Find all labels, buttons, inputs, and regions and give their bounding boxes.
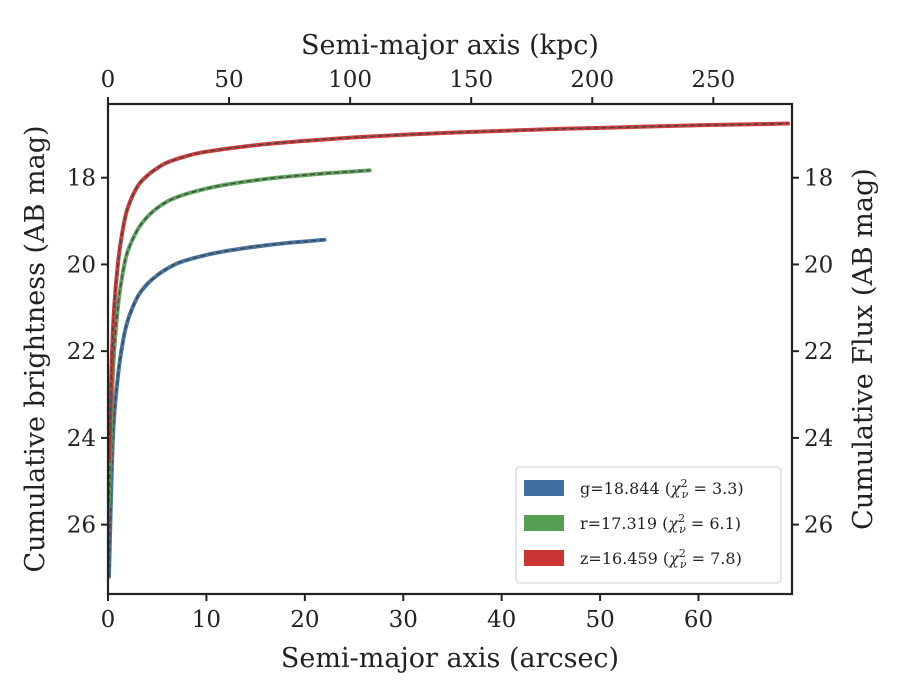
x-tick-label: 60 [684, 607, 713, 633]
curves-layer [106, 121, 791, 579]
model-line-g [108, 239, 325, 577]
x-axis-title: Semi-major axis (arcsec) [281, 643, 619, 674]
x-tick-label: 20 [290, 607, 319, 633]
legend-label: r=17.319 (χ2 ν = 6.1) [580, 512, 741, 536]
y2-tick-label: 20 [804, 252, 833, 278]
plot-frame [106, 102, 794, 596]
x2-tick-label: 150 [449, 67, 493, 93]
legend-box [515, 466, 782, 584]
ticks-layer: 0 10 20 30 40 50 60 0 50 100 150 200 250 18 18 20 20 22 22… [67, 67, 834, 633]
y-tick-label: 18 [67, 166, 96, 192]
y-tick-label: 24 [67, 426, 96, 452]
legend-label: z=16.459 (χ2 ν = 7.8) [580, 547, 742, 571]
x-tick-label: 0 [101, 607, 116, 633]
legend-swatch [524, 550, 564, 566]
y-axis-title: Cumulative brightness (AB mag) [20, 125, 51, 572]
x-tick-label: 40 [487, 607, 516, 633]
y-tick-label: 22 [67, 339, 96, 365]
y2-tick-label: 22 [804, 339, 833, 365]
x2-tick-label: 50 [214, 67, 243, 93]
series-line-r [106, 168, 372, 505]
y2-tick-label: 24 [804, 426, 833, 452]
x2-tick-label: 250 [691, 67, 735, 93]
legend-swatch [524, 480, 564, 496]
model-line-z [108, 122, 789, 460]
x2-tick-label: 200 [570, 67, 614, 93]
x-tick-label: 30 [389, 607, 418, 633]
x-tick-label: 10 [192, 607, 221, 633]
x2-axis-title: Semi-major axis (kpc) [301, 30, 599, 61]
x2-tick-label: 0 [101, 67, 116, 93]
y-tick-label: 20 [67, 252, 96, 278]
legend-swatch [524, 515, 564, 531]
x-tick-label: 50 [585, 607, 614, 633]
y-tick-label: 26 [67, 513, 96, 539]
legend: g=18.844 (χ2 ν = 3.3) r=17.319 (χ2 ν = 6.1)… [515, 466, 782, 584]
series-line-z [106, 121, 791, 462]
legend-entries: g=18.844 (χ2 ν = 3.3) r=17.319 (χ2 ν = 6.1)… [524, 477, 744, 571]
legend-label: g=18.844 (χ2 ν = 3.3) [580, 477, 744, 501]
y2-tick-label: 18 [804, 166, 833, 192]
x2-tick-label: 100 [328, 67, 372, 93]
model-line-r [108, 169, 370, 503]
y2-tick-label: 26 [804, 513, 833, 539]
y2-axis-title: Cumulative Flux (AB mag) [848, 168, 879, 530]
